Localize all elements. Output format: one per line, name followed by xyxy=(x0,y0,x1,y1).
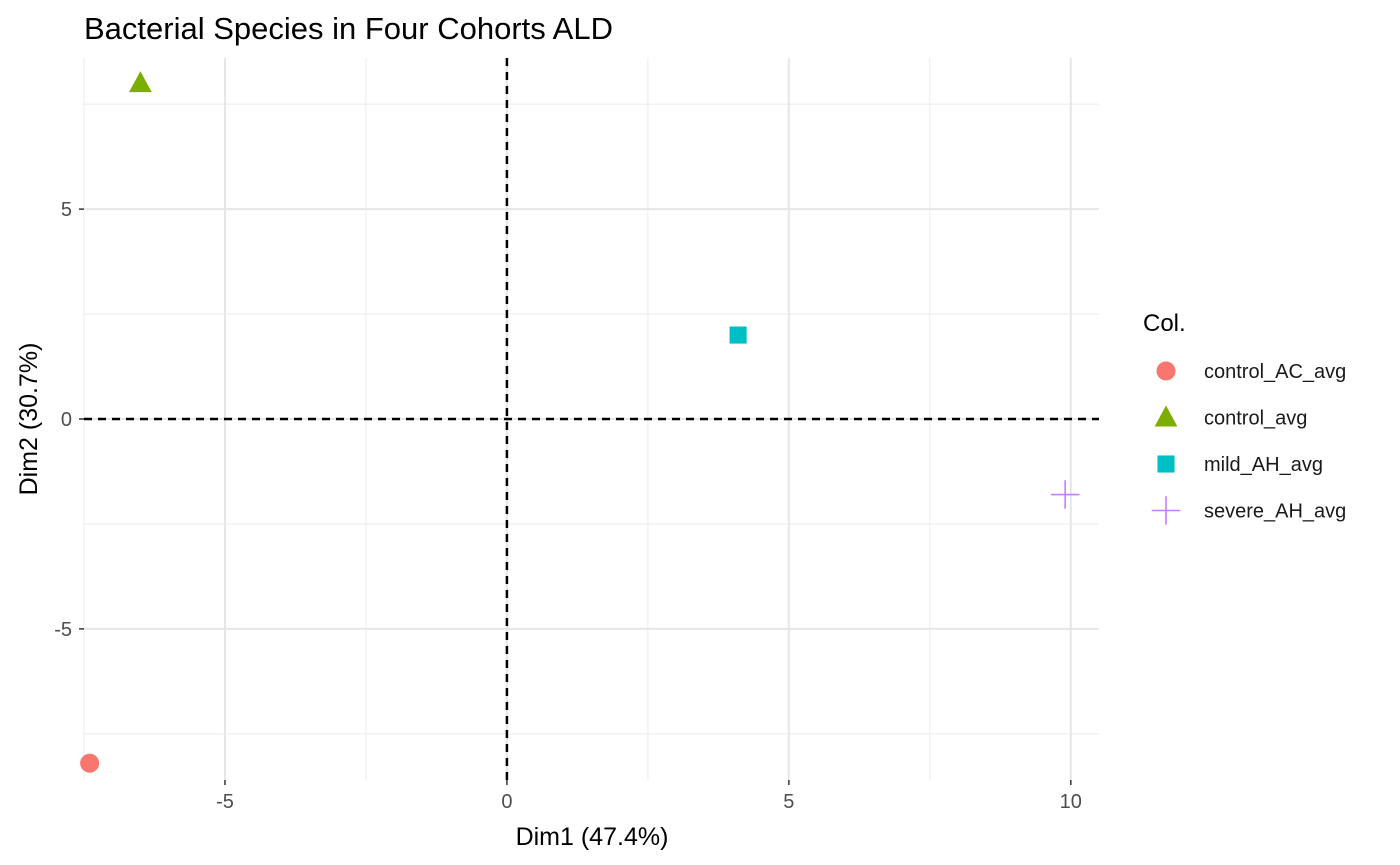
legend-label: control_AC_avg xyxy=(1204,361,1346,383)
point-control-AC-avg xyxy=(80,753,100,773)
y-tick-label: 5 xyxy=(61,199,72,221)
legend-key-mild-AH-avg xyxy=(1157,455,1175,473)
legend-key-control-avg xyxy=(1154,405,1178,427)
legend-label: severe_AH_avg xyxy=(1204,501,1346,523)
y-tick-label: 0 xyxy=(61,409,72,431)
point-mild-AH-avg xyxy=(729,326,747,344)
x-axis-title: Dim1 (47.4%) xyxy=(516,823,669,851)
data-points xyxy=(80,71,1080,773)
point-severe-AH-avg xyxy=(1050,480,1080,509)
point-control-avg xyxy=(128,71,152,93)
x-tick-label: 5 xyxy=(783,791,794,813)
x-axis-ticks: -5 0 5 10 xyxy=(216,780,1082,813)
legend-title: Col. xyxy=(1143,310,1186,337)
y-axis-ticks: -5 0 5 xyxy=(54,199,84,641)
legend-label: mild_AH_avg xyxy=(1204,454,1323,476)
y-tick-label: -5 xyxy=(54,619,72,641)
reference-lines xyxy=(84,58,1099,780)
y-axis-title: Dim2 (30.7%) xyxy=(15,343,43,496)
legend-items: control_AC_avg control_avg mild_AH_avgseve… xyxy=(1151,361,1346,525)
legend-key-severe-AH-avg xyxy=(1151,496,1181,525)
grid-minor xyxy=(83,58,1099,780)
x-tick-label: -5 xyxy=(216,791,234,813)
x-tick-label: 0 xyxy=(501,791,512,813)
legend-label: control_avg xyxy=(1204,408,1307,430)
legend-key-control-AC-avg xyxy=(1156,361,1176,381)
chart-title: Bacterial Species in Four Cohorts ALD xyxy=(84,11,613,46)
x-tick-label: 10 xyxy=(1060,791,1082,813)
legend: Col. control_AC_avg control_avg mild_AH_av… xyxy=(1143,310,1346,525)
